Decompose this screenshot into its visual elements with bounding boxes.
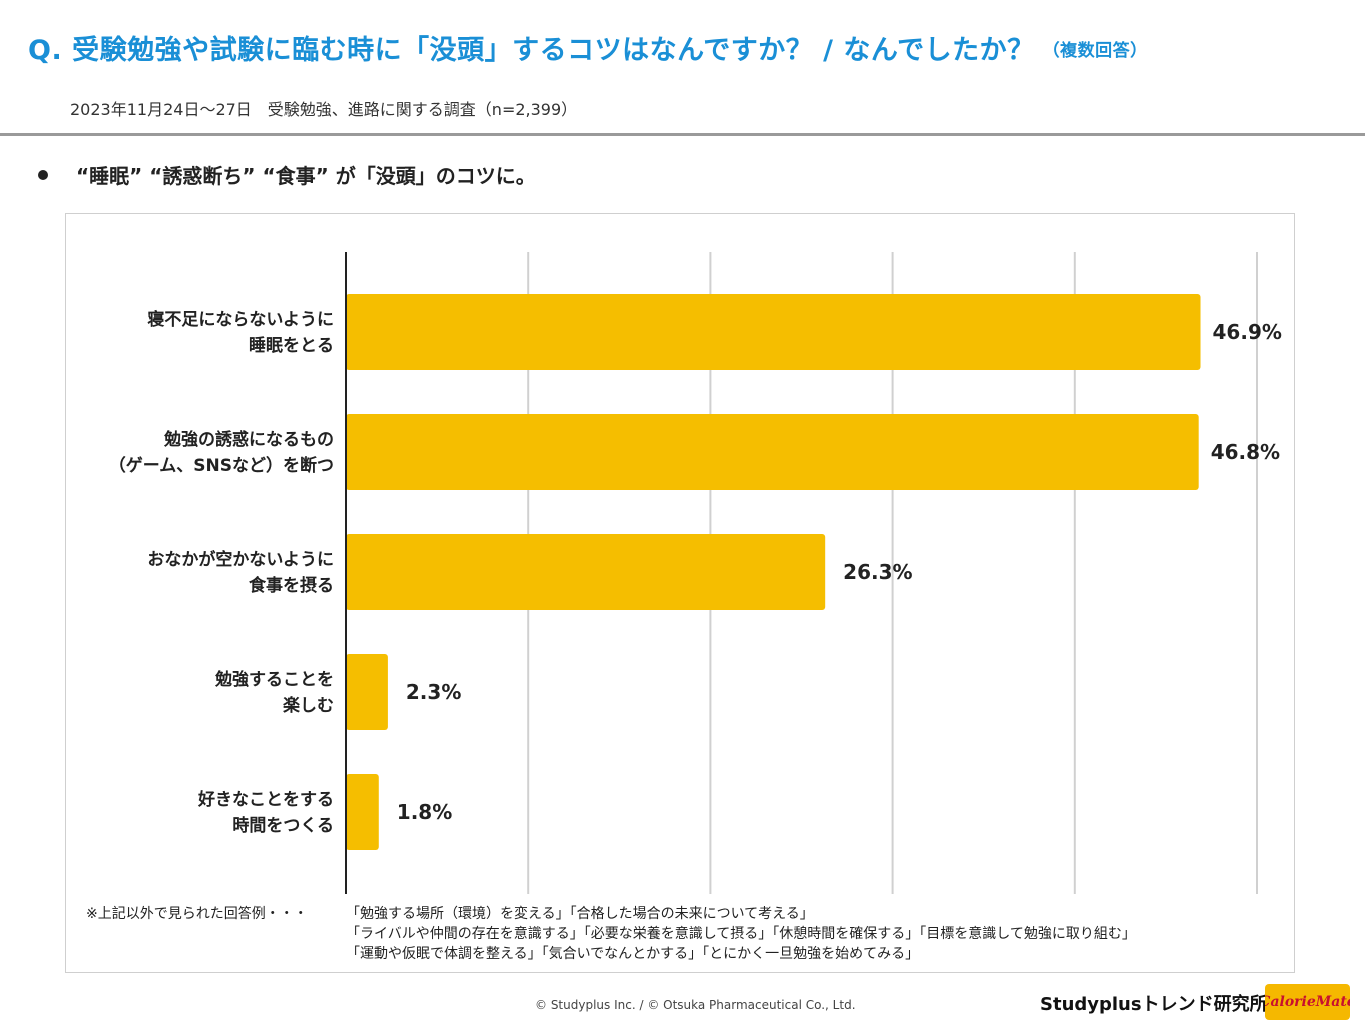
note-line-3: 「運動や仮眠で体調を整える」「気合いでなんとかする」「とにかく一旦勉強を始めてみ… xyxy=(346,946,920,962)
bullet-icon xyxy=(38,170,48,180)
value-label: 46.8% xyxy=(1211,440,1280,464)
value-label: 26.3% xyxy=(843,560,912,584)
headline: “睡眠” “誘惑断ち” “食事” が「没頭」のコツに。 xyxy=(38,160,536,189)
headline-text: “睡眠” “誘惑断ち” “食事” が「没頭」のコツに。 xyxy=(76,164,536,188)
chart-panel: 寝不足にならないように睡眠をとる 46.9% 勉強の誘惑になるもの（ゲーム、SNSな… xyxy=(65,213,1295,973)
bar xyxy=(346,654,388,730)
category-label: 寝不足にならないように睡眠をとる xyxy=(147,309,334,356)
bar xyxy=(346,414,1199,490)
copyright: © Studyplus Inc. / © Otsuka Pharmaceutic… xyxy=(535,998,856,1012)
category-label: 勉強することを楽しむ xyxy=(214,669,334,716)
calorie-mate-logo: CalorieMate xyxy=(1265,984,1350,1020)
header-divider xyxy=(0,133,1365,136)
bar xyxy=(346,774,379,850)
value-label: 46.9% xyxy=(1213,320,1282,344)
bar-chart: 寝不足にならないように睡眠をとる 46.9% 勉強の誘惑になるもの（ゲーム、SNSな… xyxy=(109,252,1282,894)
logo-text: CalorieMate xyxy=(1265,994,1350,1010)
note-line-1: 「勉強する場所（環境）を変える」「合格した場合の未来について考える」 xyxy=(346,906,814,922)
value-label: 1.8% xyxy=(397,800,452,824)
note-label: ※上記以外で見られた回答例・・・ xyxy=(86,906,308,922)
question-title: Q. 受験勉強や試験に臨む時に「没頭」するコツはなんですか？ / なんでしたか？… xyxy=(28,28,1148,67)
bar xyxy=(346,534,826,610)
note-line-2: 「ライバルや仲間の存在を意識する」「必要な栄養を意識して摂る」「休憩時間を確保す… xyxy=(346,926,1136,942)
other-answers-note: ※上記以外で見られた回答例・・・ 「勉強する場所（環境）を変える」「合格した場合の… xyxy=(86,904,1136,964)
survey-info: 2023年11月24日～27日 受験勉強、進路に関する調査（n=2,399） xyxy=(70,100,578,119)
bar xyxy=(346,294,1201,370)
question-note: （複数回答） xyxy=(1042,41,1148,61)
category-label: 好きなことをする時間をつくる xyxy=(197,789,334,836)
category-label: おなかが空かないように食事を摂る xyxy=(147,549,334,596)
category-label: 勉強の誘惑になるもの（ゲーム、SNSなど）を断つ xyxy=(109,429,334,476)
brand-name: Studyplusトレンド研究所 xyxy=(1040,994,1268,1015)
value-label: 2.3% xyxy=(406,680,461,704)
question-text: Q. 受験勉強や試験に臨む時に「没頭」するコツはなんですか？ / なんでしたか？ xyxy=(28,35,1035,66)
